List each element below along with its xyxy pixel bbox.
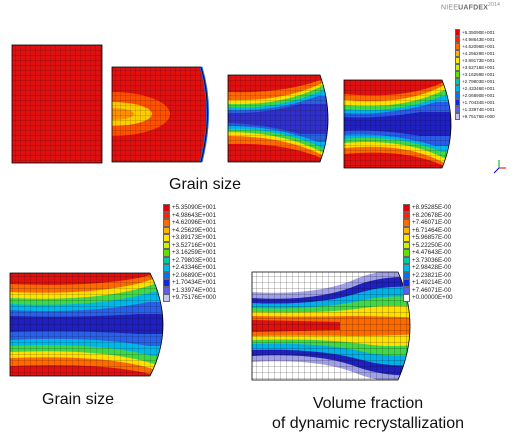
logo-main-text: UAFDEX [458, 4, 489, 12]
axis-triad-icon [493, 160, 506, 174]
legend-gs-swatch [163, 264, 170, 272]
legend-small-swatch [455, 99, 460, 106]
legend-small-swatch [455, 71, 460, 78]
specimen-stage-3 [227, 74, 329, 163]
legend-small-label: +5.35090E+001 [462, 30, 495, 35]
legend-gs-swatch [163, 234, 170, 242]
legend-drx-label: +8.20678E-00 [412, 211, 452, 219]
legend-drx-label: +7.46071E-00 [412, 286, 452, 294]
legend-drx-label: +2.98428E-00 [412, 264, 452, 271]
caption-bottom-right: Volume fraction of dynamic recrystalliza… [253, 394, 483, 434]
legend-drx-label: +7.46071E-00 [412, 219, 452, 226]
legend-drx-label: +5.22250E-00 [412, 241, 452, 249]
caption-bottom-right-line2: of dynamic recrystallization [271, 415, 465, 432]
legend-drx-label: +6.71464E-00 [412, 226, 452, 234]
legend-small-swatch [455, 43, 460, 50]
legend-drx-label: +8.95285E-00 [412, 204, 452, 211]
legend-small-swatch [455, 64, 460, 71]
legend-small-label: +1.70434E+001 [462, 100, 495, 105]
legend-grain-size: +5.35090E+001 +4.98643E+001 +4.62096E+001 +… [163, 204, 233, 302]
specimen-drx-volume-fraction [251, 271, 411, 381]
legend-gs-label: +4.98643E+001 [172, 211, 217, 219]
legend-small-swatch [455, 78, 460, 85]
legend-gs-swatch [163, 204, 170, 212]
logo-small-text: NIEE [441, 4, 459, 12]
legend-drx-swatch [403, 286, 410, 294]
legend-drx-swatch [403, 241, 410, 249]
legend-small-swatch [455, 106, 460, 113]
legend-small-label: +4.98643E+001 [462, 37, 495, 42]
logo-sup-text: 2014 [488, 2, 501, 8]
legend-small-swatch [455, 85, 460, 92]
legend-gs-label: +4.25629E+001 [172, 226, 217, 234]
legend-gs-swatch [163, 226, 170, 234]
legend-small-label: +2.06890E+001 [462, 93, 495, 98]
legend-drx-swatch [403, 234, 410, 242]
legend-gs-label: +5.35090E+001 [172, 204, 217, 211]
legend-gs-swatch [163, 256, 170, 264]
legend-small-swatch [455, 50, 460, 57]
legend-gs-label: +3.89173E+001 [172, 234, 217, 241]
legend-gs-swatch [163, 241, 170, 249]
legend-gs-label: +2.43346E+001 [172, 264, 217, 271]
specimen-grain-size-large [9, 272, 164, 377]
caption-bottom-left-grain-size: Grain size [42, 391, 115, 408]
legend-grain-size-small: +5.35090E+001 +4.98643E+001 +4.62096E+001 +… [455, 29, 507, 123]
legend-drx-swatch [403, 271, 410, 279]
specimen-stage-4 [343, 79, 452, 169]
legend-drx-label: +3.73036E-00 [412, 256, 452, 264]
legend-drx-swatch [403, 279, 410, 287]
legend-small-swatch [455, 57, 460, 64]
legend-small-label: +2.79803E+001 [462, 79, 495, 84]
legend-drx-swatch [403, 249, 410, 257]
legend-drx-swatch [403, 256, 410, 264]
specimen-row-top [11, 44, 452, 169]
specimen-undeformed [11, 44, 103, 164]
legend-drx-label: +5.96857E-00 [412, 234, 452, 241]
legend-drx-swatch [403, 211, 410, 219]
legend-small-label: +3.89173E+001 [462, 58, 495, 63]
legend-drx-swatch [403, 294, 410, 302]
legend-small-swatch [455, 92, 460, 99]
legend-small-swatch [455, 113, 460, 120]
caption-top-grain-size: Grain size [169, 176, 242, 193]
legend-drx-swatch [403, 204, 410, 212]
legend-gs-swatch [163, 219, 170, 227]
legend-gs-swatch [163, 279, 170, 287]
legend-gs-swatch [163, 249, 170, 257]
legend-small-label: +4.62096E+001 [462, 44, 495, 49]
legend-gs-label: +3.52716E+001 [172, 241, 217, 249]
legend-small-label: +3.52716E+001 [462, 65, 495, 70]
legend-gs-label: +9.75176E+000 [172, 294, 217, 301]
legend-small-label: +9.75176E+000 [462, 114, 495, 119]
legend-small-swatch [455, 29, 460, 36]
legend-gs-label: +1.70434E+001 [172, 279, 217, 286]
legend-drx-swatch [403, 226, 410, 234]
software-logo: NIEEUAFDEX2014 [441, 2, 500, 11]
legend-gs-label: +3.16259E+001 [172, 249, 217, 256]
legend-gs-label: +1.33974E+001 [172, 286, 217, 294]
legend-gs-swatch [163, 294, 170, 302]
legend-drx: +8.95285E-00 +8.20678E-00 +7.46071E-00 +6.7… [403, 204, 473, 302]
legend-gs-label: +2.79803E+001 [172, 256, 217, 264]
legend-small-label: +4.25629E+001 [462, 51, 495, 56]
legend-gs-label: +2.06890E+001 [172, 271, 217, 279]
legend-drx-label: +4.47643E-00 [412, 249, 452, 256]
legend-small-swatch [455, 36, 460, 43]
legend-gs-swatch [163, 286, 170, 294]
legend-drx-swatch [403, 264, 410, 272]
legend-gs-label: +4.62096E+001 [172, 219, 217, 226]
specimen-stage-2 [111, 66, 209, 163]
legend-drx-label: +1.49214E-00 [412, 279, 452, 286]
legend-drx-label: +2.23821E-00 [412, 271, 452, 279]
legend-gs-swatch [163, 211, 170, 219]
legend-drx-swatch [403, 219, 410, 227]
legend-small-label: +3.16259E+001 [462, 72, 495, 77]
caption-bottom-right-line1: Volume fraction [312, 395, 424, 412]
legend-small-label: +2.43346E+001 [462, 86, 495, 91]
legend-gs-swatch [163, 271, 170, 279]
legend-small-label: +1.33974E+001 [462, 107, 495, 112]
legend-drx-label: +0.00000E+00 [412, 294, 453, 301]
